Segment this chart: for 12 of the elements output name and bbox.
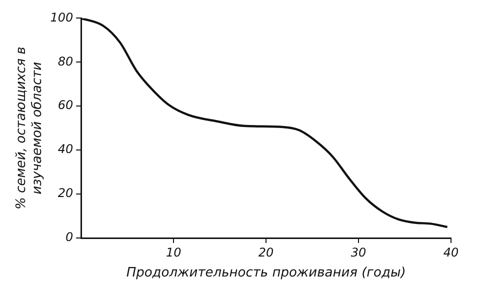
y-axis-title: % семей, остающихся в изучаемой области (14, 46, 45, 210)
x-tick-label: 30 (350, 245, 367, 260)
y-tick-label: 60 (58, 98, 74, 112)
y-tick-label: 40 (58, 142, 74, 156)
y-tick-label: 0 (65, 230, 74, 244)
x-axis-title: Продолжительность проживания (годы) (126, 266, 406, 281)
x-tick-label: 10 (166, 245, 182, 260)
y-tick-label: 80 (58, 54, 74, 68)
y-tick-label: 100 (50, 10, 74, 24)
x-tick-label: 20 (258, 245, 274, 260)
y-tick-label: 20 (58, 186, 74, 200)
x-tick-label: 40 (443, 245, 459, 260)
